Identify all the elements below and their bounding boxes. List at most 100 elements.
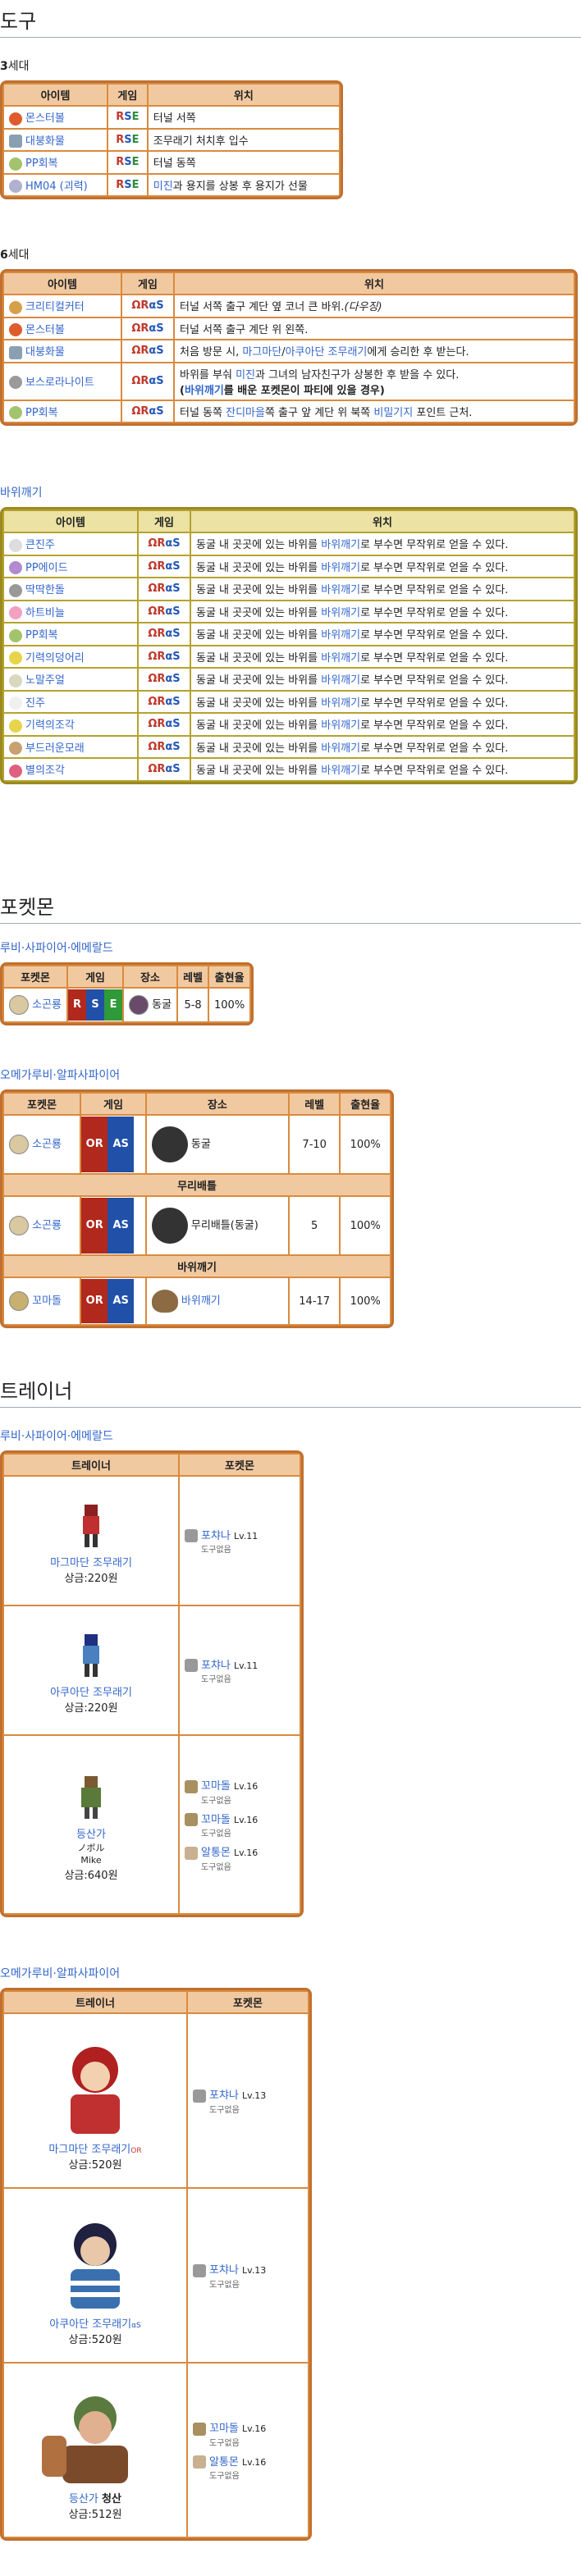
disc-icon [9, 180, 22, 193]
item-link[interactable]: 크리티컬커터 [25, 301, 85, 313]
rocksmash-block: 바위깨기 아이템 게임 위치 큰진주 ΩRαS 동굴 내 곳곳에 있는 바위를 바위… [0, 484, 581, 784]
geodude-icon [9, 1291, 29, 1311]
table-row: 기력의덩어리 ΩRαS 동굴 내 곳곳에 있는 바위를 바위깨기로 부수면 무작위로… [4, 646, 574, 667]
item-icon [9, 583, 22, 597]
item-link[interactable]: 대붕화물 [25, 346, 65, 359]
item-link[interactable]: 큰진주 [25, 539, 55, 551]
potion-icon [9, 406, 22, 419]
item-link[interactable]: 기력의덩어리 [25, 651, 85, 665]
table-row: 몬스터볼 RSE 터널 서쪽 [4, 107, 339, 128]
hiker-sprite [81, 1775, 101, 1819]
aqua-grunt-sprite [83, 1634, 99, 1677]
gen6-block: 6세대 아이템 게임 위치 크리티컬커터 ΩRαS 터널 서쪽 출구 계단 옆 … [0, 246, 581, 426]
machop-icon [185, 1846, 198, 1860]
cave-icon [151, 1126, 188, 1162]
item-link[interactable]: 기력의조각 [25, 719, 75, 732]
pokeball-icon [9, 323, 22, 336]
cave-icon [151, 1208, 188, 1244]
whismur-icon [9, 995, 29, 1015]
item-icon [9, 742, 22, 755]
gen3-items-table: 아이템 게임 위치 몬스터볼 RSE 터널 서쪽 대붕화물 RSE 조무래기 처… [0, 80, 343, 199]
trainer-oras-subtitle[interactable]: 오메가루비·알파사파이어 [0, 1967, 121, 1980]
table-row: 큰진주 ΩRαS 동굴 내 곳곳에 있는 바위를 바위깨기로 부수면 무작위로 얻을… [4, 533, 574, 555]
table-row: PP회복 RSE 터널 동쪽 [4, 152, 339, 173]
item-link[interactable]: 하트비늘 [25, 606, 65, 619]
trainer-rse-subtitle[interactable]: 루비·사파이어·에메랄드 [0, 1430, 113, 1443]
whismur-icon [9, 1216, 29, 1235]
trainer-rse-block: 루비·사파이어·에메랄드 트레이너 포켓몬 마그마단 조무래기 상금:220원 … [0, 1427, 581, 1917]
pokemon-section: 포켓몬 [0, 886, 581, 924]
col-header: 아이템 [4, 84, 108, 105]
poochyena-icon [193, 2263, 206, 2277]
table-row: 소곤룡 OR AS 무리배틀(동굴) 5 100% [4, 1197, 390, 1254]
pokemon-oras-table: 포켓몬 게임 장소 레벨 출현율 소곤룡 OR AS 동굴 7-10 100% 무… [0, 1089, 394, 1328]
item-link[interactable]: PP회복 [25, 406, 58, 419]
table-row: 부드러운모래 ΩRαS 동굴 내 곳곳에 있는 바위를 바위깨기로 부수면 무작위로… [4, 736, 574, 757]
oras-subtitle[interactable]: 오메가루비·알파사파이어 [0, 1069, 121, 1082]
cave-icon [129, 995, 149, 1015]
item-link[interactable]: 노말주얼 [25, 674, 65, 687]
item-link[interactable]: PP에이드 [25, 561, 68, 574]
items-section: 도구 [0, 0, 581, 38]
potion-icon [9, 157, 22, 171]
item-link[interactable]: 몬스터볼 [25, 112, 65, 125]
item-link[interactable]: 부드러운모래 [25, 742, 85, 755]
geodude-icon [193, 2422, 206, 2436]
item-icon [9, 651, 22, 665]
geodude-icon [185, 1813, 198, 1827]
trainer-title: 트레이너 [0, 1370, 581, 1408]
table-row: 꼬마돌 OR AS 바위깨기 14-17 100% [4, 1278, 390, 1324]
col-header: 아이템 [4, 273, 121, 294]
item-icon [9, 697, 22, 710]
table-row: 크리티컬커터 ΩRαS 터널 서쪽 출구 계단 옆 코너 큰 바위.(다우징) [4, 295, 574, 317]
rock-icon [151, 1290, 178, 1313]
col-header: 게임 [139, 511, 190, 532]
table-row: 아쿠아단 조무래기αS 상금:520원 포챠나 Lv.13 도구없음 [4, 2189, 308, 2362]
pokeball-icon [9, 112, 22, 126]
item-icon [9, 674, 22, 687]
hiker-portrait [42, 2396, 128, 2483]
table-row: 몬스터볼 ΩRαS 터널 서쪽 출구 계단 위 왼쪽. [4, 317, 574, 339]
table-row: 하트비늘 ΩRαS 동굴 내 곳곳에 있는 바위를 바위깨기로 부수면 무작위로 얻… [4, 601, 574, 622]
col-header: 위치 [191, 511, 574, 532]
trainer-rse-table: 트레이너 포켓몬 마그마단 조무래기 상금:220원 포챠나 Lv.11 도구없… [0, 1450, 304, 1917]
item-link[interactable]: PP회복 [25, 158, 58, 170]
table-row: 소곤룡 OR AS 동굴 7-10 100% [4, 1116, 390, 1173]
item-link[interactable]: 진주 [25, 697, 45, 710]
aqua-grunt-portrait [71, 2222, 120, 2309]
table-row: 대붕화물 ΩRαS 처음 방문 시, 마그마단/아쿠아단 조무래기에게 승리한 … [4, 340, 574, 362]
rocksmash-title[interactable]: 바위깨기 [0, 486, 43, 500]
poochyena-icon [193, 2089, 206, 2103]
item-icon [9, 300, 22, 314]
table-row: 등산가 ノボル Mike 상금:640원 꼬마돌 Lv.16 도구없음 꼬마돌 … [4, 1736, 300, 1913]
items-title: 도구 [0, 0, 581, 38]
item-link[interactable]: 딱딱한돌 [25, 584, 65, 596]
item-link[interactable]: 보스로라나이트 [25, 376, 94, 389]
smash-header: 바위깨기 [4, 1256, 390, 1277]
item-link[interactable]: 몬스터볼 [25, 323, 65, 336]
item-link[interactable]: 별의조각 [25, 765, 65, 777]
mega-stone-icon [9, 376, 22, 390]
item-icon [9, 628, 22, 642]
item-link[interactable]: HM04 (괴력) [25, 180, 88, 193]
miji-link[interactable]: 미진 [153, 180, 173, 193]
item-link[interactable]: PP회복 [25, 629, 58, 642]
gen6-items-table: 아이템 게임 위치 크리티컬커터 ΩRαS 터널 서쪽 출구 계단 옆 코너 큰… [0, 269, 578, 426]
rse-subtitle[interactable]: 루비·사파이어·에메랄드 [0, 942, 113, 955]
item-icon [9, 561, 22, 574]
item-link[interactable]: 대붕화물 [25, 135, 65, 148]
item-icon [9, 606, 22, 619]
table-row: HM04 (괴력) RSE 미진과 용지를 상봉 후 용지가 선물 [4, 174, 339, 195]
rocksmash-table: 아이템 게임 위치 큰진주 ΩRαS 동굴 내 곳곳에 있는 바위를 바위깨기로 부… [0, 507, 578, 784]
table-row: 대붕화물 RSE 조무래기 처치후 입수 [4, 129, 339, 150]
trainer-section: 트레이너 [0, 1370, 581, 1408]
gen3-block: 3세대 아이템 게임 위치 몬스터볼 RSE 터널 서쪽 대붕화물 RSE 조무… [0, 57, 581, 199]
package-icon [9, 345, 22, 359]
machop-icon [193, 2455, 206, 2469]
col-header: 아이템 [4, 511, 137, 532]
table-row: 딱딱한돌 ΩRαS 동굴 내 곳곳에 있는 바위를 바위깨기로 부수면 무작위로 얻… [4, 578, 574, 600]
whismur-icon [9, 1135, 29, 1154]
